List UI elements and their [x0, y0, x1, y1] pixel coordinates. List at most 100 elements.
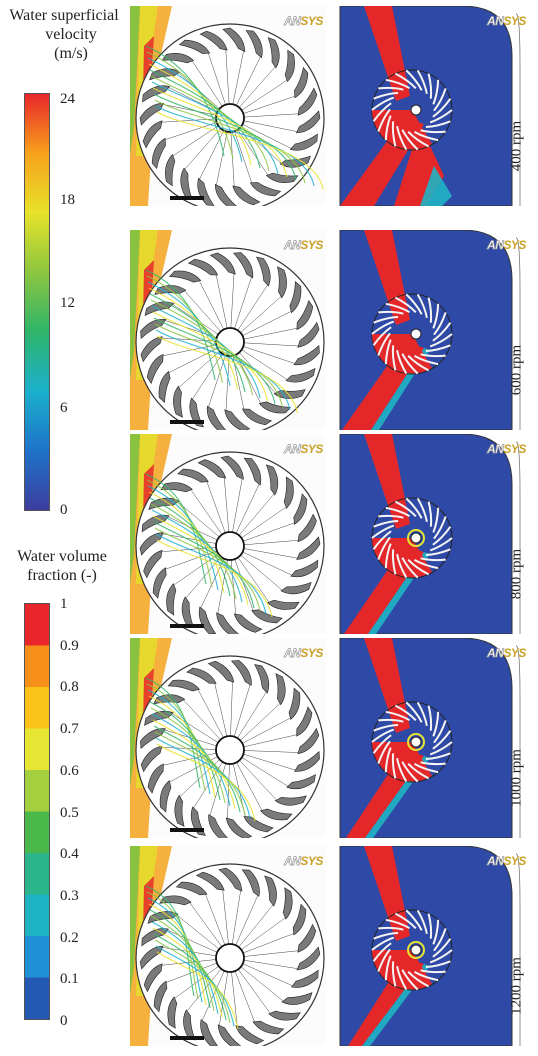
- streamline: [155, 533, 267, 615]
- fraction-tick: 0: [60, 1013, 68, 1029]
- runner-bucket: [294, 66, 309, 99]
- velocity-colorbar: [24, 93, 50, 511]
- runner-bucket: [296, 299, 314, 331]
- ansys-logo-part: SYS: [300, 14, 323, 28]
- runner-bucket: [288, 687, 301, 720]
- runner-bucket: [143, 549, 163, 579]
- streamline: [153, 725, 241, 813]
- ansys-logo-part: AN: [487, 14, 505, 29]
- scale-bar: [170, 624, 204, 628]
- runner-bucket: [293, 493, 308, 525]
- runner-bucket: [296, 536, 321, 560]
- ansys-logo-part: SYS: [503, 238, 526, 252]
- water-jet-inflow: [364, 230, 410, 325]
- water-spray-edge: [420, 166, 452, 206]
- fraction-legend-title: Water volume fraction (-): [0, 547, 124, 585]
- runner-blade: [385, 918, 411, 929]
- runner-bucket: [277, 266, 287, 299]
- runner-blade: [433, 88, 447, 112]
- streamline: [148, 491, 225, 594]
- rpm-label: 600 rpm: [502, 330, 532, 410]
- runner-bucket: [252, 1020, 285, 1035]
- runner-blade: [384, 955, 392, 981]
- runner-blade: [396, 758, 408, 783]
- runner-blade: [378, 86, 404, 91]
- runner-bucket: [165, 153, 176, 187]
- hub-film: [407, 733, 425, 751]
- runner-bucket: [297, 321, 320, 348]
- ansys-logo: ANSYS: [487, 442, 527, 457]
- ansys-logo: ANSYS: [284, 442, 324, 457]
- streamline: [154, 527, 261, 612]
- streamline: [154, 323, 284, 408]
- runner-bucket: [267, 599, 300, 610]
- streamline: [151, 305, 261, 399]
- runner-blade: [373, 520, 399, 528]
- fraction-tick: 0.9: [60, 637, 79, 654]
- runner-blade: [391, 121, 397, 147]
- streamline: [152, 87, 288, 178]
- runner-blade: [384, 747, 392, 773]
- runner-blade: [425, 752, 451, 760]
- runner-bucket: [232, 185, 261, 206]
- ansys-logo-part: AN: [487, 238, 505, 253]
- runner-blade: [413, 763, 439, 774]
- runner-bucket: [186, 667, 217, 684]
- runner-blade: [396, 126, 408, 151]
- ansys-logo: ANSYS: [487, 14, 527, 29]
- runner-bucket: [214, 183, 237, 206]
- runner-blade: [394, 704, 417, 721]
- runner-blade: [416, 701, 428, 726]
- velocity-tick: 12: [60, 295, 75, 311]
- runner-bucket: [230, 660, 252, 686]
- runner-bucket: [275, 673, 286, 706]
- runner-bucket: [209, 252, 236, 275]
- runner-blade: [378, 718, 404, 723]
- runner-bucket: [178, 39, 211, 54]
- runner-blade: [425, 344, 451, 352]
- runner-bucket: [180, 167, 193, 199]
- runner-blade: [377, 332, 391, 356]
- runner-bucket: [294, 750, 320, 772]
- rpm-label: 1000 rpm: [502, 738, 532, 818]
- runner-blade: [373, 932, 399, 940]
- streamline: [156, 743, 256, 822]
- casing-outline: [515, 645, 521, 838]
- rpm-label-text: 800 rpm: [508, 548, 525, 600]
- runner-bucket: [290, 559, 319, 578]
- streamline: [155, 737, 251, 819]
- runner-blade: [405, 69, 423, 91]
- fraction-tick: 0.5: [60, 804, 79, 821]
- runner-bucket: [295, 110, 321, 134]
- ansys-logo-part: AN: [284, 238, 302, 253]
- runner-bucket: [167, 679, 200, 692]
- runner-blade: [405, 497, 423, 519]
- velocity-title-line: (m/s): [54, 45, 88, 62]
- runner-blade: [401, 129, 419, 151]
- runner-bucket: [207, 660, 235, 683]
- streamline: [152, 719, 236, 810]
- scale-bar: [170, 1036, 204, 1040]
- runner-blade: [372, 942, 392, 962]
- runner-blade: [432, 938, 452, 958]
- runner-blade: [407, 763, 430, 780]
- fraction-tick: 0.8: [60, 679, 79, 696]
- runner-blade: [429, 537, 453, 552]
- runner-bucket: [264, 875, 277, 907]
- casing-outline: [515, 853, 521, 1046]
- runner-blade: [432, 322, 452, 342]
- runner-bucket: [274, 795, 307, 806]
- runner-bucket: [291, 969, 319, 988]
- velocity-legend-title: Water superficial velocity (m/s): [0, 6, 128, 63]
- velocity-panel: [130, 6, 326, 206]
- runner-blade: [391, 961, 397, 987]
- ansys-logo-part: AN: [487, 442, 505, 457]
- runner-bucket: [167, 996, 178, 1029]
- streamline: [154, 731, 246, 816]
- runner-bucket: [206, 405, 227, 430]
- jet-edge: [130, 6, 140, 156]
- runner-blade: [429, 333, 453, 348]
- runner-blade: [429, 109, 453, 124]
- runner: [135, 247, 325, 430]
